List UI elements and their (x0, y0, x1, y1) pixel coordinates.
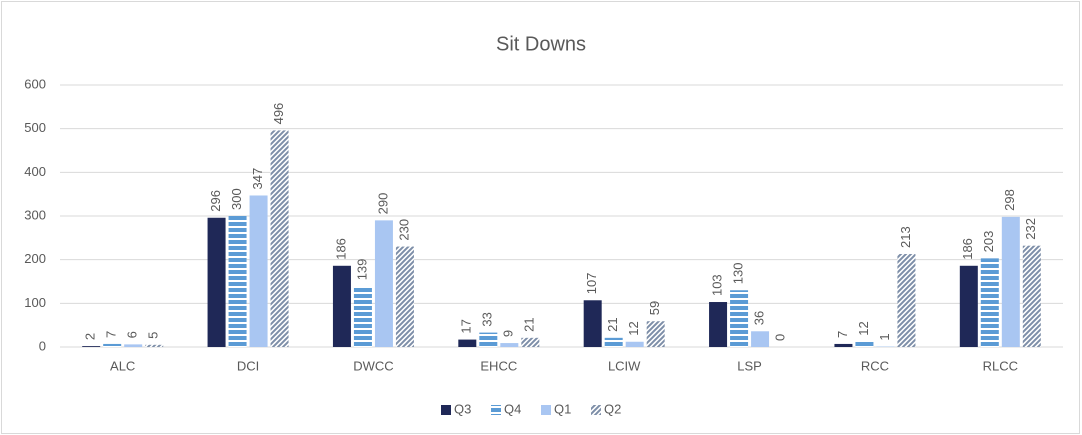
legend-label: Q1 (554, 401, 571, 416)
y-tick-label: 0 (39, 338, 46, 353)
data-label: 0 (773, 334, 788, 341)
data-label: 230 (396, 219, 411, 241)
legend-swatch (541, 405, 551, 415)
data-label: 17 (459, 319, 474, 333)
data-label: 7 (835, 331, 850, 338)
bar (855, 341, 874, 347)
legend-swatch (491, 405, 501, 415)
x-tick-label: RCC (861, 358, 889, 373)
bar (604, 337, 623, 347)
data-label: 186 (960, 238, 975, 260)
y-tick-label: 400 (24, 164, 46, 179)
x-tick-label: LSP (737, 358, 762, 373)
data-label: 298 (1002, 189, 1017, 211)
x-tick-label: DCI (237, 358, 259, 373)
bar (500, 343, 519, 347)
y-tick-label: 100 (24, 295, 46, 310)
data-label: 103 (710, 274, 725, 296)
data-label: 5 (146, 332, 161, 339)
data-label: 33 (480, 312, 495, 326)
data-label: 213 (898, 226, 913, 248)
data-label: 2 (83, 333, 98, 340)
bar (834, 343, 853, 347)
data-label: 1 (877, 333, 892, 340)
bar (207, 217, 226, 347)
bar (646, 321, 665, 347)
data-label: 107 (584, 273, 599, 295)
data-label: 7 (104, 331, 119, 338)
data-label: 139 (354, 259, 369, 281)
data-label: 36 (752, 311, 767, 325)
bar (103, 343, 122, 347)
data-label: 232 (1023, 218, 1038, 240)
bar (709, 302, 728, 347)
bar (249, 195, 268, 347)
data-label: 59 (647, 301, 662, 315)
bar (228, 216, 247, 347)
data-label: 203 (981, 231, 996, 253)
legend-swatch (441, 405, 451, 415)
bar (479, 332, 498, 347)
data-label: 296 (208, 190, 223, 212)
bar (583, 300, 602, 347)
data-label: 6 (125, 331, 140, 338)
data-label: 21 (522, 317, 537, 331)
chart-title: Sit Downs (496, 33, 586, 55)
bar (270, 130, 289, 347)
data-label: 130 (731, 263, 746, 285)
x-tick-label: RLCC (983, 358, 1018, 373)
x-tick-label: EHCC (480, 358, 517, 373)
data-label: 186 (333, 238, 348, 260)
bar (458, 339, 477, 347)
data-label: 290 (375, 193, 390, 215)
bar (124, 344, 143, 347)
legend-swatch (591, 405, 601, 415)
data-label: 21 (605, 317, 620, 331)
bar (353, 286, 372, 347)
bar (82, 346, 101, 347)
bar (395, 246, 414, 347)
data-label: 12 (856, 321, 871, 335)
bar (897, 253, 916, 347)
y-tick-label: 500 (24, 120, 46, 135)
bar (145, 344, 164, 347)
bar (1001, 216, 1020, 347)
x-tick-label: ALC (110, 358, 135, 373)
bar (751, 331, 770, 347)
legend-label: Q4 (504, 401, 521, 416)
bar (730, 290, 749, 347)
bar (980, 258, 999, 347)
y-tick-label: 200 (24, 251, 46, 266)
legend-label: Q3 (454, 401, 471, 416)
bar (1022, 245, 1041, 347)
legend-label: Q2 (604, 401, 621, 416)
x-tick-label: DWCC (353, 358, 393, 373)
data-label: 9 (501, 330, 516, 337)
data-label: 300 (229, 188, 244, 210)
data-label: 496 (271, 103, 286, 125)
data-label: 12 (626, 321, 641, 335)
bar (959, 265, 978, 347)
y-tick-label: 600 (24, 76, 46, 91)
x-tick-label: LCIW (608, 358, 641, 373)
data-label: 347 (250, 168, 265, 190)
bar (374, 220, 393, 347)
y-tick-label: 300 (24, 207, 46, 222)
bar (625, 341, 644, 347)
bar (332, 265, 351, 347)
bar (521, 337, 540, 347)
